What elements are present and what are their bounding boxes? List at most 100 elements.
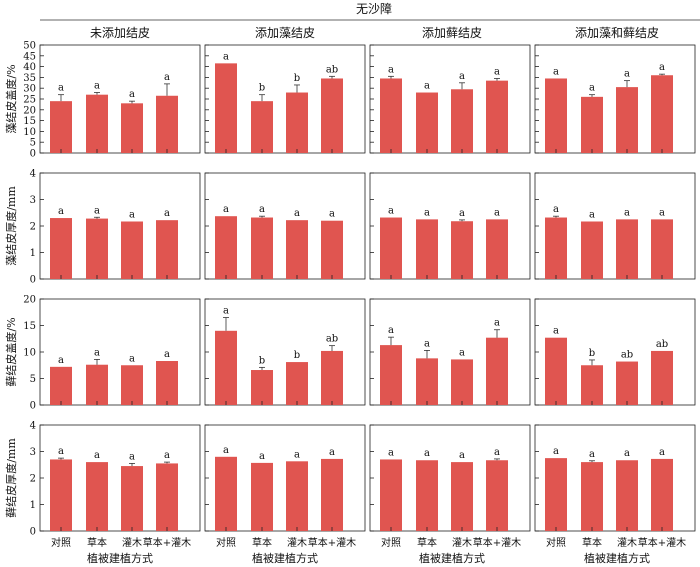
x-axis-label: 植被建植方式 bbox=[584, 551, 650, 565]
data-bar bbox=[251, 370, 273, 405]
data-bar bbox=[486, 80, 508, 153]
significance-letter: a bbox=[129, 451, 135, 462]
significance-letter: a bbox=[553, 446, 559, 457]
y-tick-label: 20 bbox=[23, 295, 36, 306]
significance-letter: a bbox=[388, 447, 394, 458]
data-bar bbox=[86, 94, 108, 153]
data-bar bbox=[380, 345, 402, 405]
data-bar bbox=[156, 361, 178, 405]
significance-letter: a bbox=[94, 450, 100, 461]
significance-letter: a bbox=[659, 207, 665, 218]
y-axis-label: 藻结皮盖度/% bbox=[4, 64, 18, 133]
data-bar bbox=[156, 220, 178, 279]
column-title: 添加藓结皮 bbox=[422, 26, 482, 40]
significance-letter: a bbox=[624, 448, 630, 459]
significance-letter: b bbox=[589, 348, 595, 359]
significance-letter: a bbox=[94, 81, 100, 92]
data-bar bbox=[121, 466, 143, 531]
data-bar bbox=[50, 459, 72, 531]
significance-letter: a bbox=[553, 204, 559, 215]
significance-letter: a bbox=[329, 209, 335, 220]
data-bar bbox=[121, 365, 143, 405]
significance-letter: a bbox=[424, 338, 430, 349]
significance-letter: a bbox=[494, 447, 500, 458]
data-bar bbox=[156, 463, 178, 531]
significance-letter: a bbox=[589, 83, 595, 94]
x-tick-label: 草本+灌木 bbox=[308, 536, 356, 549]
data-bar bbox=[581, 221, 603, 279]
significance-letter: a bbox=[424, 207, 430, 218]
x-tick-label: 草本 bbox=[582, 536, 602, 549]
data-bar bbox=[616, 219, 638, 279]
x-tick-label: 对照 bbox=[381, 536, 401, 549]
y-tick-label: 15 bbox=[23, 116, 36, 127]
data-bar bbox=[545, 337, 567, 405]
data-bar bbox=[545, 217, 567, 279]
data-bar bbox=[215, 330, 237, 405]
x-tick-label: 对照 bbox=[216, 536, 236, 549]
y-tick-label: 40 bbox=[23, 62, 36, 73]
data-bar bbox=[286, 362, 308, 405]
x-tick-label: 草本+灌木 bbox=[473, 536, 521, 549]
data-bar bbox=[486, 460, 508, 531]
data-bar bbox=[86, 364, 108, 405]
data-bar bbox=[286, 220, 308, 279]
significance-letter: a bbox=[294, 208, 300, 219]
significance-letter: a bbox=[259, 451, 265, 462]
significance-letter: a bbox=[624, 207, 630, 218]
significance-letter: a bbox=[459, 347, 465, 358]
significance-letter: b bbox=[294, 73, 300, 84]
x-axis-label: 植被建植方式 bbox=[252, 551, 318, 565]
chart-panel: 0 5 10 15 20 a a a a bbox=[23, 295, 201, 412]
significance-letter: a bbox=[223, 51, 229, 62]
column-title: 添加藻和藓结皮 bbox=[575, 26, 659, 40]
y-tick-label: 1 bbox=[30, 500, 36, 511]
y-tick-label: 0 bbox=[30, 149, 36, 160]
significance-letter: a bbox=[129, 209, 135, 220]
y-tick-label: 0 bbox=[30, 401, 36, 412]
y-tick-label: 30 bbox=[23, 84, 36, 95]
data-bar bbox=[451, 89, 473, 153]
significance-letter: a bbox=[459, 450, 465, 461]
data-bar bbox=[86, 218, 108, 279]
data-bar bbox=[286, 92, 308, 153]
y-tick-label: 5 bbox=[30, 138, 36, 149]
x-axis-label: 植被建植方式 bbox=[87, 551, 153, 565]
data-bar bbox=[451, 462, 473, 531]
significance-letter: a bbox=[424, 448, 430, 459]
significance-letter: a bbox=[129, 89, 135, 100]
y-tick-label: 4 bbox=[30, 421, 36, 432]
data-bar bbox=[616, 460, 638, 531]
data-bar bbox=[416, 358, 438, 405]
x-tick-label: 草本 bbox=[87, 536, 107, 549]
significance-letter: a bbox=[58, 355, 64, 366]
data-bar bbox=[215, 456, 237, 531]
y-tick-label: 2 bbox=[30, 474, 36, 485]
data-bar bbox=[486, 219, 508, 279]
y-axis-label: 藻结皮厚度/mm bbox=[4, 186, 18, 266]
significance-letter: a bbox=[589, 209, 595, 220]
significance-letter: a bbox=[424, 81, 430, 92]
data-bar bbox=[50, 218, 72, 279]
y-tick-label: 0 bbox=[30, 275, 36, 286]
x-tick-label: 对照 bbox=[51, 536, 71, 549]
significance-letter: b bbox=[259, 355, 265, 366]
significance-letter: a bbox=[294, 449, 300, 460]
significance-letter: a bbox=[223, 204, 229, 215]
y-tick-label: 1 bbox=[30, 248, 36, 259]
significance-letter: a bbox=[659, 447, 665, 458]
significance-letter: a bbox=[259, 204, 265, 215]
y-tick-label: 10 bbox=[23, 348, 36, 359]
data-bar bbox=[581, 96, 603, 153]
significance-letter: a bbox=[388, 325, 394, 336]
significance-letter: a bbox=[58, 446, 64, 457]
data-bar bbox=[215, 216, 237, 279]
significance-letter: a bbox=[624, 69, 630, 80]
